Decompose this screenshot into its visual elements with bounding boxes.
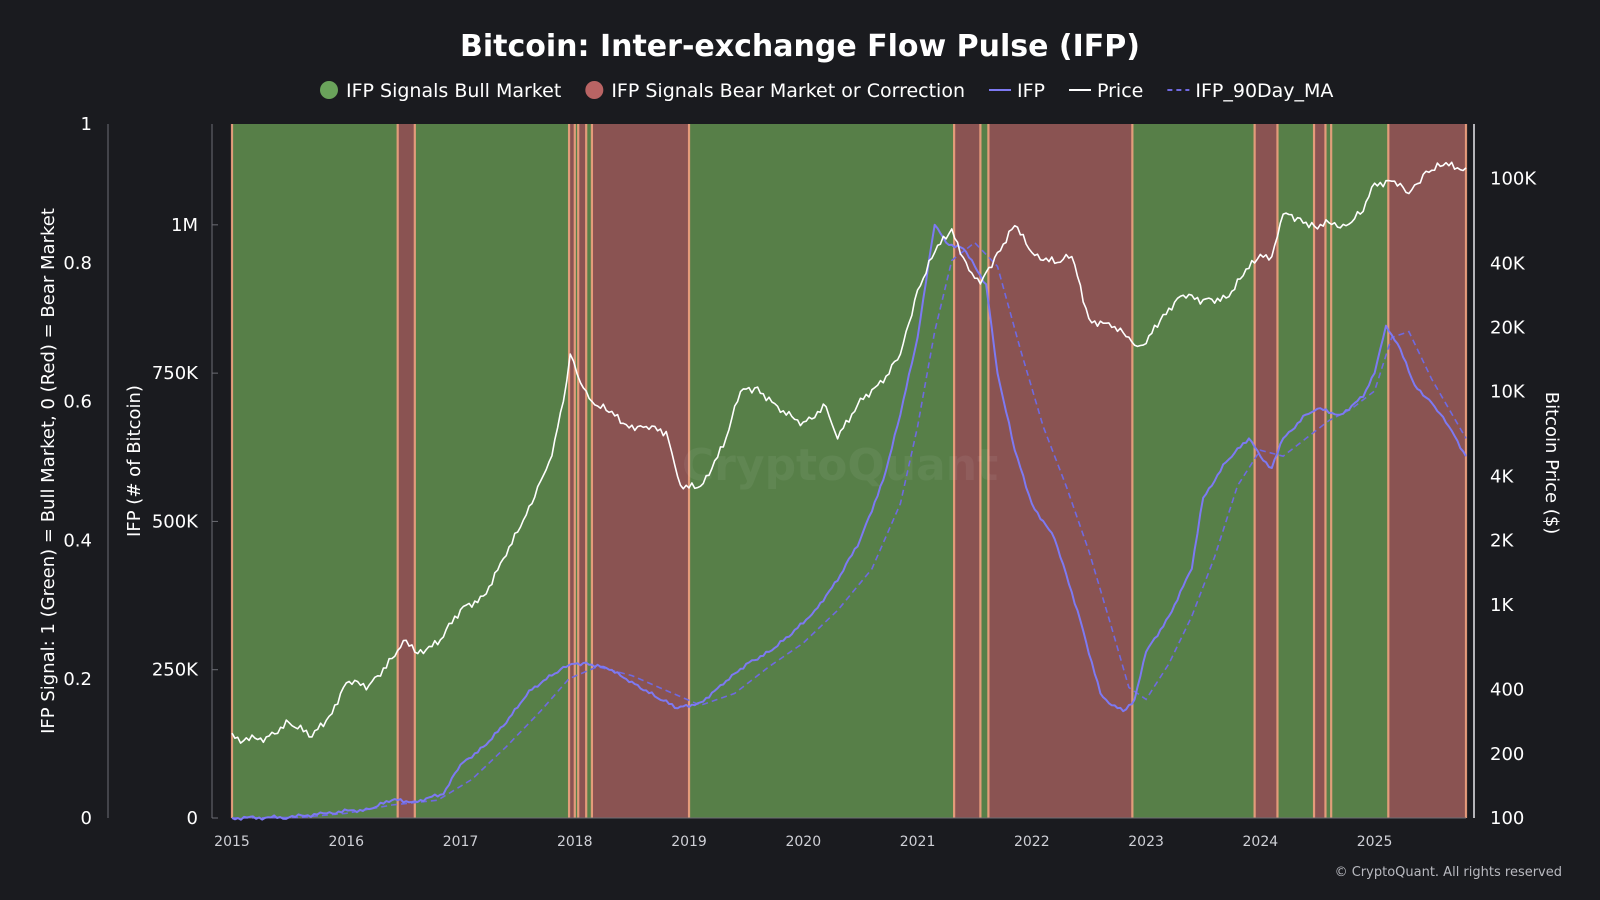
ifp-tick-label: 250K [152, 660, 199, 681]
bear-band-18 [1388, 124, 1466, 818]
signal-bands [232, 124, 1466, 818]
x-tick-label: 2023 [1128, 834, 1164, 850]
price-tick-label: 100 [1490, 808, 1524, 829]
x-tick-label: 2018 [557, 834, 593, 850]
legend-item-4: IFP_90Day_MA [1167, 80, 1333, 102]
price-tick-label: 400 [1490, 680, 1524, 701]
price-tick-label: 20K [1490, 317, 1526, 338]
bear-band-7 [591, 124, 690, 818]
bear-band-3 [569, 124, 575, 818]
bear-band-5 [578, 124, 587, 818]
signal-tick-label: 1 [81, 114, 92, 135]
legend-swatch [320, 81, 338, 99]
signal-tick-label: 0.8 [63, 253, 92, 274]
price-axis-title: Bitcoin Price ($) [1541, 392, 1562, 535]
signal-boundaries [230, 124, 1468, 818]
ifp-tick-label: 500K [152, 511, 199, 532]
price-tick-label: 2K [1490, 531, 1514, 552]
bear-band-13 [1254, 124, 1278, 818]
ifp-tick-label: 0 [187, 808, 198, 829]
bull-band-6 [586, 124, 592, 818]
x-tick-label: 2020 [785, 834, 821, 850]
x-tick-label: 2024 [1243, 834, 1279, 850]
bull-band-4 [574, 124, 579, 818]
x-tick-label: 2022 [1014, 834, 1050, 850]
chart-title: Bitcoin: Inter-exchange Flow Pulse (IFP) [460, 29, 1140, 64]
legend-label: IFP Signals Bull Market [346, 80, 561, 102]
watermark: CryptoQuant [682, 440, 998, 491]
legend-item-3: Price [1069, 80, 1143, 102]
ifp-ma-line [231, 241, 1467, 819]
x-tick-label: 2017 [443, 834, 479, 850]
bull-band-2 [414, 124, 570, 818]
x-tick-label: 2016 [328, 834, 364, 850]
signal-axis-title: IFP Signal: 1 (Green) = Bull Market, 0 (… [38, 208, 59, 734]
legend: IFP Signals Bull Market IFP Signals Bear … [320, 80, 1333, 102]
signal-tick-label: 0.6 [63, 392, 92, 413]
bull-band-12 [1132, 124, 1255, 818]
x-tick-label: 2015 [214, 834, 250, 850]
price-tick-label: 200 [1490, 744, 1524, 765]
bull-band-10 [980, 124, 989, 818]
signal-tick-label: 0.2 [63, 669, 92, 690]
bull-band-16 [1325, 124, 1332, 818]
bear-band-15 [1314, 124, 1326, 818]
ifp-tick-label: 1M [171, 215, 198, 236]
legend-item-1: IFP Signals Bear Market or Correction [585, 80, 965, 102]
price-tick-label: 40K [1490, 253, 1526, 274]
price-tick-label: 10K [1490, 382, 1526, 403]
legend-swatch [585, 81, 604, 99]
price-line [231, 161, 1467, 744]
signal-tick-label: 0.4 [63, 530, 92, 551]
price-tick-label: 1K [1490, 595, 1514, 616]
legend-label: IFP_90Day_MA [1195, 80, 1333, 102]
ifp-axis-title: IFP (# of Bitcoin) [124, 385, 145, 537]
bull-band-14 [1277, 124, 1315, 818]
signal-tick-label: 0 [81, 808, 92, 829]
axes: 0 0.2 0.4 0.6 0.8 1 IFP Signal: 1 (Green) = Bu… [38, 114, 1562, 850]
copyright-text: © CryptoQuant. All rights reserved [1335, 865, 1562, 880]
bear-band-1 [397, 124, 415, 818]
legend-item-0: IFP Signals Bull Market [320, 80, 561, 102]
ifp-line [231, 223, 1467, 821]
legend-label: IFP Signals Bear Market or Correction [611, 80, 965, 102]
legend-item-2: IFP [989, 80, 1045, 102]
legend-label: Price [1097, 80, 1143, 102]
price-tick-label: 100K [1490, 168, 1537, 189]
x-tick-label: 2025 [1357, 834, 1393, 850]
bull-band-0 [232, 124, 398, 818]
bull-band-8 [689, 124, 955, 818]
bear-band-11 [988, 124, 1133, 818]
series-lines [231, 161, 1467, 821]
legend-label: IFP [1017, 80, 1045, 102]
x-tick-label: 2019 [671, 834, 707, 850]
bear-band-9 [954, 124, 981, 818]
price-tick-label: 4K [1490, 466, 1514, 487]
bull-band-17 [1331, 124, 1389, 818]
x-tick-label: 2021 [900, 834, 936, 850]
ifp-tick-label: 750K [152, 363, 199, 384]
